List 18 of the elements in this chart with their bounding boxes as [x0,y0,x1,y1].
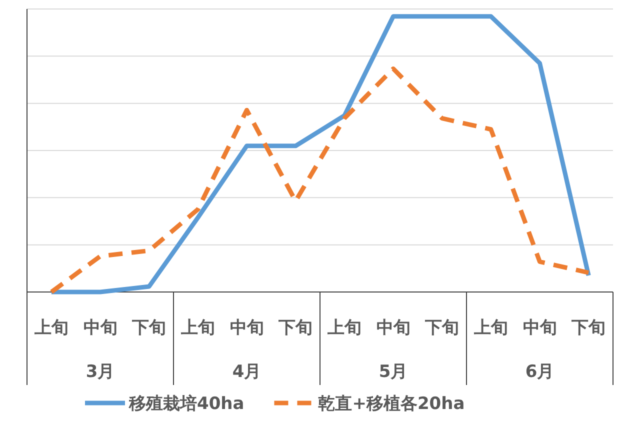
text: 3月 [86,362,115,382]
text: 5月 [378,362,408,382]
x-tick-label: 下旬 [278,318,313,338]
legend-label: 乾直+移植各20ha [318,394,465,414]
x-tick-label: 上旬 [33,318,68,338]
x-tick-label: 上旬 [472,318,508,338]
x-tick-label: 中旬 [83,318,118,338]
x-tick-label: 下旬 [570,318,606,338]
x-tick-label: 下旬 [424,318,460,338]
x-tick-label: 中旬 [522,318,557,338]
text: 6月 [525,362,554,382]
text: 4月 [232,362,262,382]
x-tick-label: 上旬 [180,318,215,338]
x-tick-label: 上旬 [326,318,362,338]
x-tick-label: 中旬 [376,318,410,338]
legend-label: 移殖栽培40ha [128,394,244,414]
x-tick-label: 下旬 [131,318,166,338]
x-tick-label: 中旬 [230,318,264,338]
